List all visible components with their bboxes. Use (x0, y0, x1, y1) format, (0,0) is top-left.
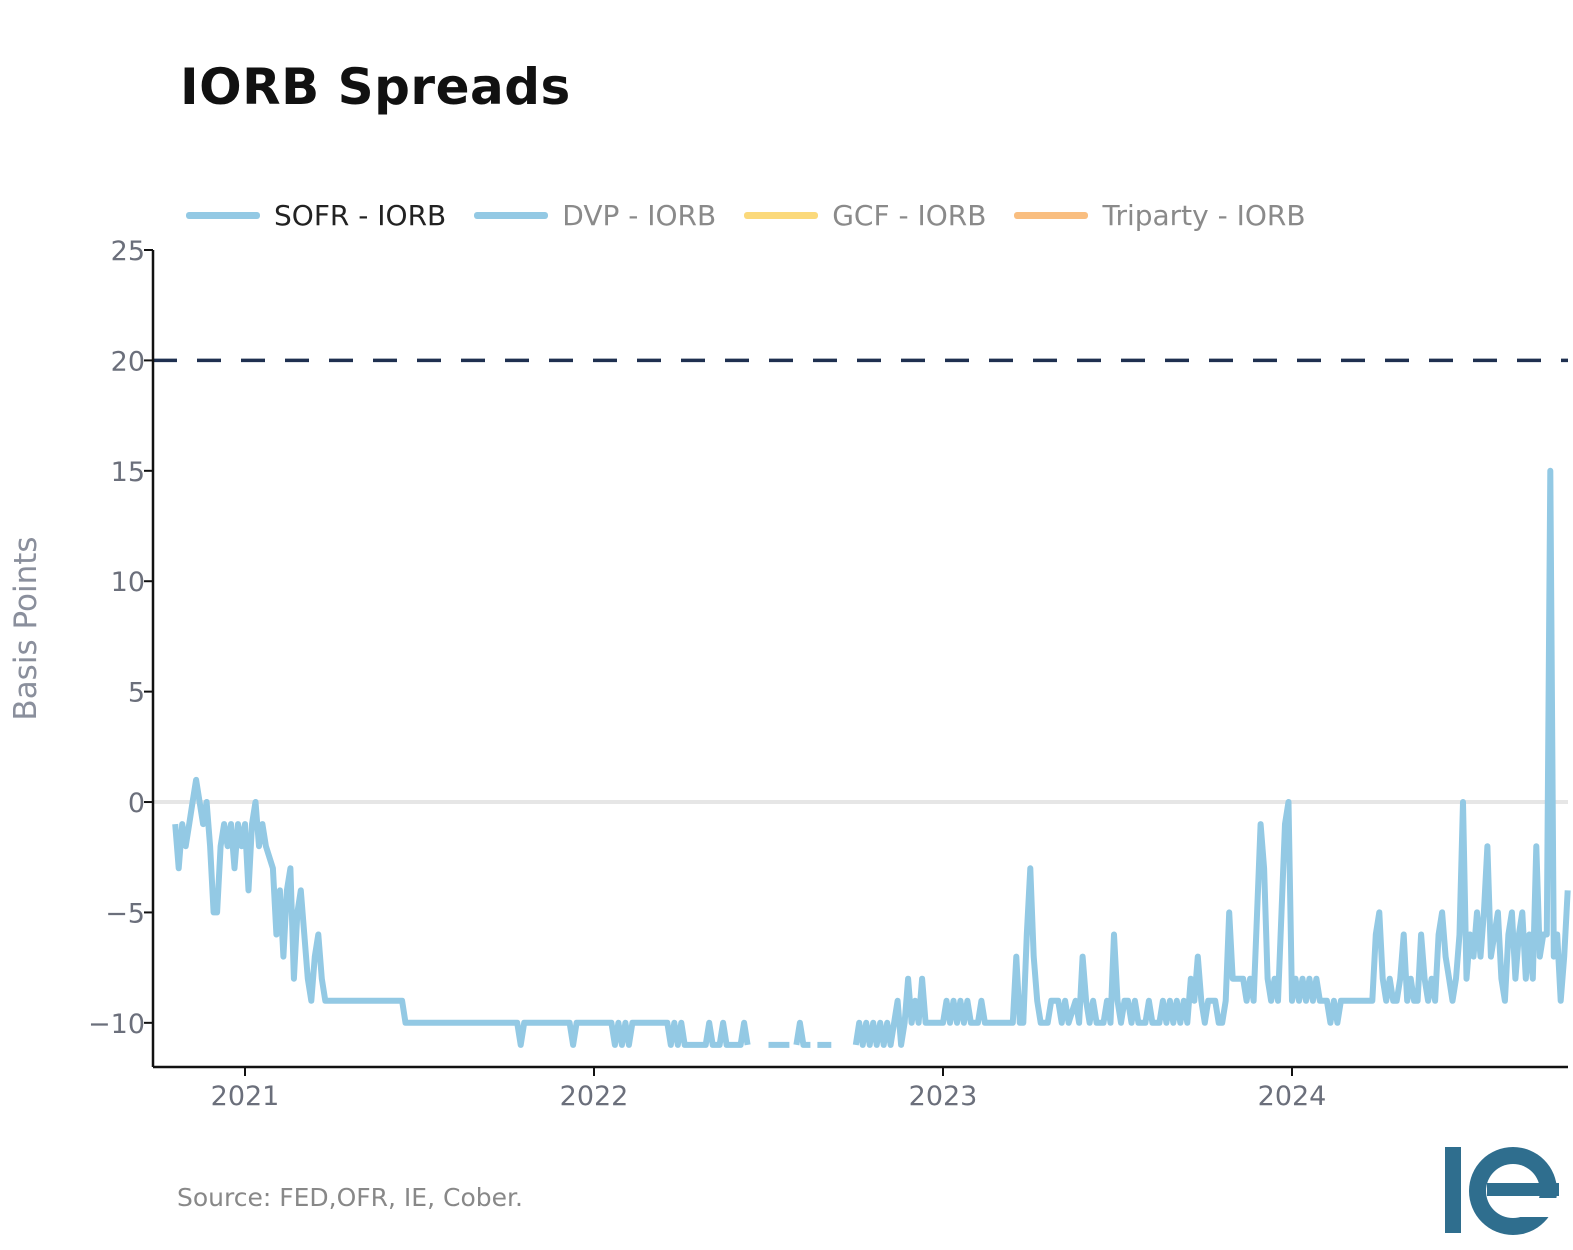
y-tick-label: 20 (111, 346, 145, 377)
y-tick-label: 0 (128, 788, 145, 819)
y-tick-label: 25 (111, 236, 145, 267)
legend-item-dvp-iorb[interactable]: DVP - IORB (474, 199, 716, 232)
series-line-sofr-iorb (852, 467, 1571, 1048)
legend-item-gcf-iorb[interactable]: GCF - IORB (744, 199, 986, 232)
chart-plot-area: −10 −5 0 5 10 15 20 25 2021 2022 2023 2024 Basis Poi… (8, 236, 1571, 1112)
y-axis-title: Basis Points (8, 536, 44, 720)
y-tick-label: −5 (105, 898, 145, 929)
y-tick-label: 5 (128, 678, 145, 709)
series-line-sofr-iorb (172, 776, 751, 1048)
source-note: Source: FED,OFR, IE, Cober. (177, 1183, 523, 1212)
series-line-sofr-iorb (793, 1019, 811, 1048)
y-tick-label: 10 (111, 567, 145, 598)
legend: SOFR - IORB DVP - IORB GCF - IORB Tripar… (186, 195, 1334, 235)
legend-label-sofr-iorb: SOFR - IORB (274, 198, 447, 232)
x-tick-label: 2023 (909, 1081, 978, 1112)
legend-swatch-triparty-iorb (1014, 211, 1089, 219)
legend-swatch-gcf-iorb (744, 211, 819, 219)
x-tick-label: 2022 (560, 1081, 629, 1112)
legend-item-sofr-iorb[interactable]: SOFR - IORB (186, 199, 446, 232)
ie-logo: IE (1445, 1147, 1559, 1235)
legend-item-triparty-iorb[interactable]: Triparty - IORB (1014, 198, 1306, 232)
legend-swatch-dvp-iorb (474, 211, 549, 219)
x-tick-label: 2021 (211, 1081, 280, 1112)
legend-label-dvp-iorb: DVP - IORB (562, 198, 717, 232)
y-tick-label: 15 (111, 457, 145, 488)
legend-label-triparty-iorb: Triparty - IORB (1102, 198, 1306, 232)
y-tick-label: −10 (88, 1009, 145, 1040)
chart-title: IORB Spreads (180, 58, 571, 116)
legend-label-gcf-iorb: GCF - IORB (832, 198, 987, 232)
legend-swatch-sofr-iorb (186, 211, 260, 219)
x-tick-label: 2024 (1258, 1081, 1327, 1112)
